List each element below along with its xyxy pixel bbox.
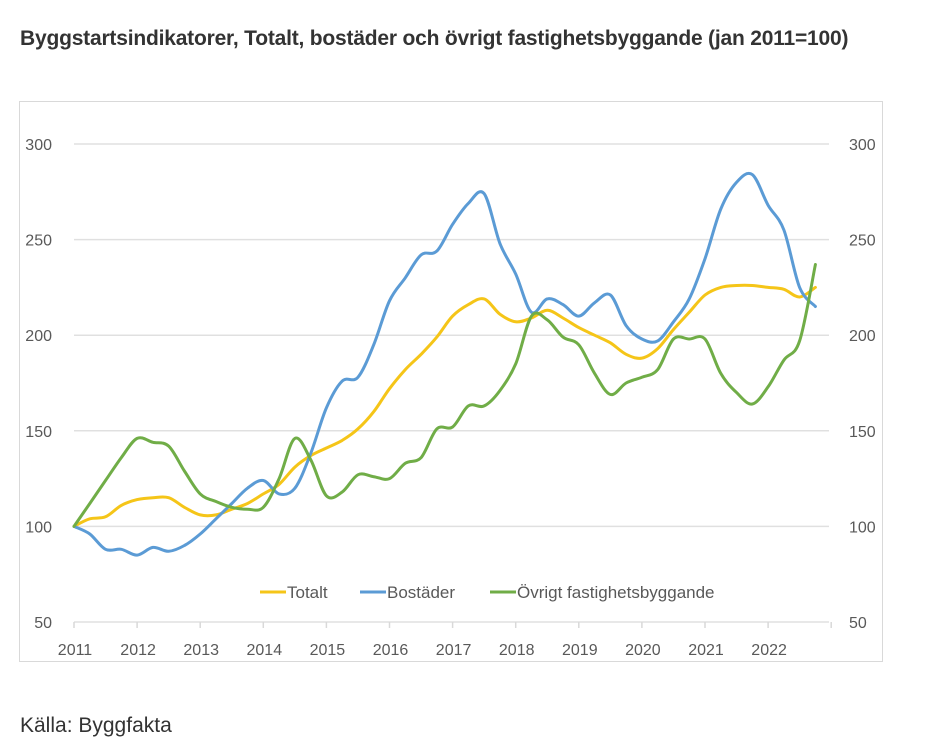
- x-tick-label: 2012: [120, 642, 156, 659]
- legend-label: Övrigt fastighetsbyggande: [517, 583, 715, 602]
- source-note: Källa: Byggfakta: [20, 714, 172, 737]
- x-tick-label: 2016: [373, 642, 409, 659]
- x-tick-label: 2018: [499, 642, 535, 659]
- y-axis-left: 50 100 150 200 250 300: [25, 137, 52, 632]
- y-axis-right: 50 100 150 200 250 300: [849, 137, 876, 632]
- legend-label: Totalt: [287, 583, 328, 602]
- gridlines: [74, 143, 829, 623]
- x-tick-label: 2015: [310, 642, 346, 659]
- x-tick-label: 2022: [751, 642, 787, 659]
- x-tick-label: 2013: [183, 642, 219, 659]
- x-tick-label: 2014: [247, 642, 283, 659]
- legend: Totalt Bostäder Övrigt fastighetsbyggande: [260, 583, 715, 602]
- y-tick-label-right: 200: [849, 328, 876, 345]
- y-tick-label-left: 50: [34, 615, 52, 632]
- series-line-ovrigt-fastighetsbyggande: [72, 263, 817, 528]
- y-tick-label-right: 100: [849, 519, 876, 536]
- x-tick-label: 2021: [688, 642, 724, 659]
- legend-label: Bostäder: [387, 583, 455, 602]
- x-tick-label: 2020: [625, 642, 661, 659]
- x-tick-label: 2019: [562, 642, 598, 659]
- legend-item-totalt: Totalt: [260, 583, 328, 602]
- chart-container: [19, 101, 883, 662]
- x-tick-label: 2011: [58, 642, 93, 659]
- legend-item-ovrigt-fastighetsbyggande: Övrigt fastighetsbyggande: [490, 583, 715, 602]
- x-axis: 2011 2012 2013 2014 2015 2016 2017 2018 2019 2020…: [58, 622, 832, 659]
- y-tick-label-right: 50: [849, 615, 867, 632]
- y-tick-label-right: 300: [849, 137, 876, 154]
- series-line-totalt: [72, 283, 817, 528]
- y-tick-label-left: 200: [25, 328, 52, 345]
- chart-title: Byggstartsindikatorer, Totalt, bostäder …: [20, 27, 849, 50]
- y-tick-label-left: 300: [25, 137, 52, 154]
- y-tick-label-left: 150: [25, 424, 52, 441]
- y-tick-label-left: 100: [25, 519, 52, 536]
- series-lines: [72, 171, 817, 557]
- y-tick-label-right: 250: [849, 233, 876, 250]
- y-tick-label-right: 150: [849, 424, 876, 441]
- legend-item-bostader: Bostäder: [360, 583, 455, 602]
- y-tick-label-left: 250: [25, 233, 52, 250]
- x-tick-label: 2017: [436, 642, 472, 659]
- series-line-bostader: [72, 171, 817, 557]
